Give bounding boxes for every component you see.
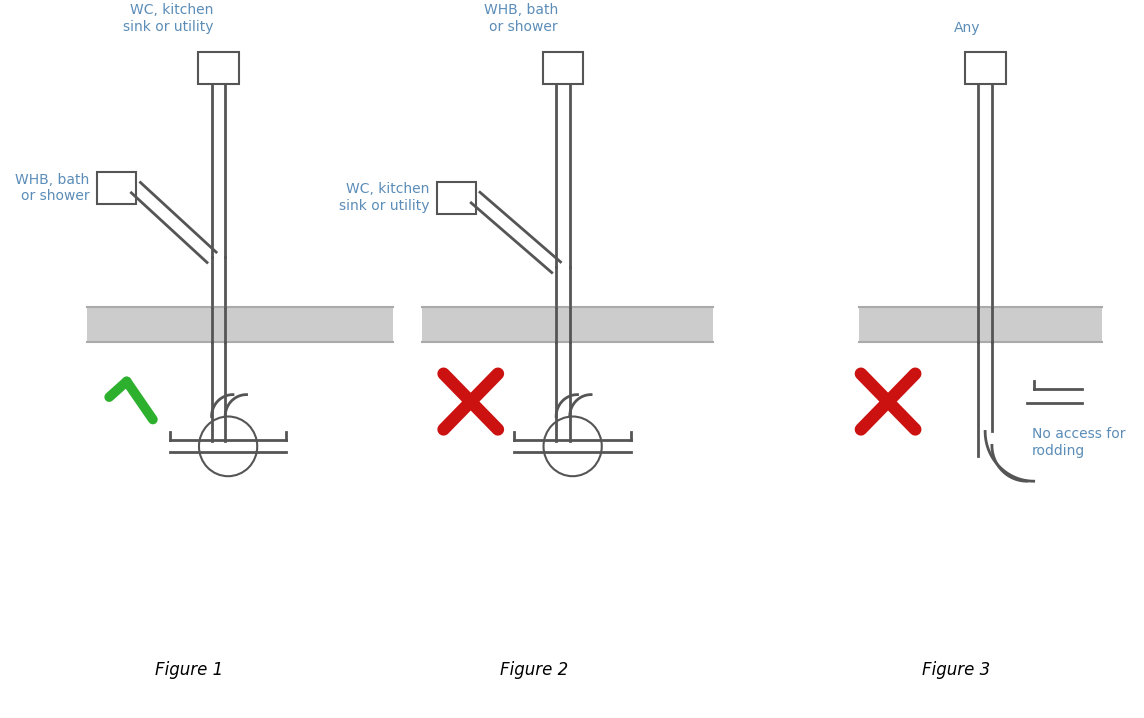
Bar [198, 52, 239, 84]
Bar [422, 307, 714, 342]
Text: No access for
rodding: No access for rodding [1032, 427, 1126, 457]
Text: WHB, bath
or shower: WHB, bath or shower [15, 172, 89, 202]
Text: Any: Any [954, 22, 980, 35]
Bar [87, 307, 394, 342]
Text: Figure 1: Figure 1 [156, 661, 223, 679]
Text: WC, kitchen
sink or utility: WC, kitchen sink or utility [339, 182, 429, 213]
Bar [542, 52, 583, 84]
Text: Figure 2: Figure 2 [500, 661, 567, 679]
Bar [964, 52, 1006, 84]
Bar [437, 182, 476, 213]
Text: WC, kitchen
sink or utility: WC, kitchen sink or utility [124, 4, 214, 34]
Bar [859, 307, 1102, 342]
Bar [97, 172, 136, 204]
Text: WHB, bath
or shower: WHB, bath or shower [484, 4, 558, 34]
Text: Figure 3: Figure 3 [922, 661, 991, 679]
